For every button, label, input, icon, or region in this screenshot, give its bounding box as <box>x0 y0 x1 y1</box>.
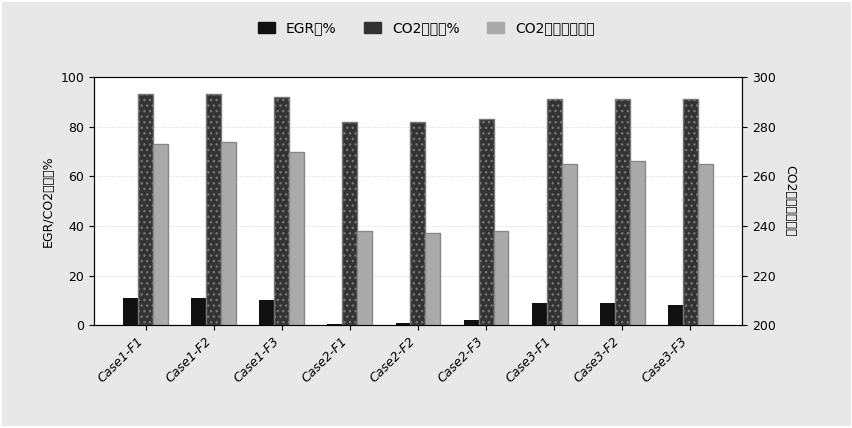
Bar <box>531 303 546 325</box>
Bar <box>546 99 561 325</box>
Y-axis label: CO2埋存量，万吸: CO2埋存量，万吸 <box>783 165 796 237</box>
Y-axis label: EGR/CO2纯度，%: EGR/CO2纯度，% <box>42 155 55 247</box>
Bar <box>191 298 206 325</box>
Bar <box>274 97 289 325</box>
Bar <box>629 161 644 325</box>
Bar <box>463 320 478 325</box>
Bar <box>599 303 614 325</box>
Bar <box>138 95 153 325</box>
Bar <box>561 164 576 325</box>
Bar <box>206 95 221 325</box>
Bar <box>395 323 410 325</box>
Bar <box>221 142 236 325</box>
Bar <box>614 99 629 325</box>
Legend: EGR，%, CO2纯度，%, CO2埋存量，万吸: EGR，%, CO2纯度，%, CO2埋存量，万吸 <box>252 15 600 41</box>
Bar <box>357 231 372 325</box>
Bar <box>493 231 508 325</box>
Bar <box>342 122 357 325</box>
Bar <box>327 324 342 325</box>
Bar <box>259 300 274 325</box>
Bar <box>667 306 682 325</box>
Bar <box>425 233 440 325</box>
Bar <box>289 152 304 325</box>
Bar <box>478 119 493 325</box>
Bar <box>410 122 425 325</box>
Bar <box>153 144 168 325</box>
Bar <box>124 298 138 325</box>
Bar <box>682 99 697 325</box>
Bar <box>697 164 711 325</box>
